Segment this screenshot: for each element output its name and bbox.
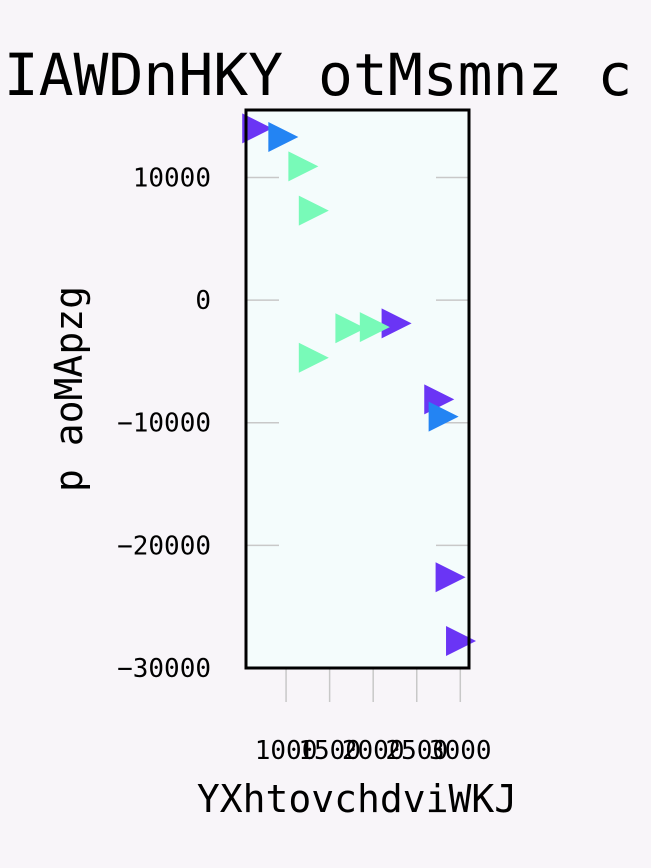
- data-point-series-1: [446, 626, 477, 657]
- x-tick-label: 2000: [342, 736, 405, 766]
- y-tick-label: 10000: [133, 163, 211, 193]
- chart-title: IAWDnHKY otMsmnz c: [4, 41, 633, 109]
- y-tick-label: −30000: [117, 654, 211, 684]
- x-axis-label: YXhtovchdviWKJ: [197, 777, 517, 821]
- data-point-series-3: [359, 312, 390, 343]
- data-point-series-1: [435, 562, 466, 593]
- data-point-series-1: [242, 113, 273, 144]
- plot-area: [246, 110, 469, 668]
- y-axis-label: p aoMApzg: [47, 286, 91, 492]
- x-tick-label: 1500: [298, 736, 361, 766]
- data-point-series-3: [288, 151, 319, 182]
- y-tick-label: 0: [195, 286, 211, 316]
- x-tick-label: 2500: [385, 736, 448, 766]
- data-point-series-3: [298, 195, 329, 226]
- data-point-series-1: [381, 308, 412, 339]
- y-tick-label: −20000: [117, 531, 211, 561]
- plot-frame: [244, 108, 471, 670]
- data-point-series-3: [298, 342, 329, 373]
- data-point-series-3: [335, 313, 366, 344]
- x-tick-label: 1000: [255, 736, 318, 766]
- data-point-series-2: [428, 401, 459, 432]
- data-point-series-2: [268, 121, 299, 152]
- x-tick-label: 3000: [429, 736, 492, 766]
- y-tick-label: −10000: [117, 409, 211, 439]
